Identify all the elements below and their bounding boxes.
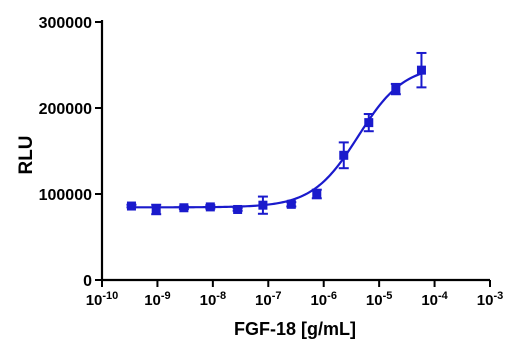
y-tick-label: 0 [83, 273, 92, 290]
data-point [286, 199, 296, 209]
data-point [151, 204, 161, 214]
data-point [179, 203, 189, 213]
data-point [364, 118, 374, 128]
data-point [416, 65, 426, 75]
x-tick-label: 10-10 [86, 290, 119, 309]
x-tick-label: 10-7 [255, 290, 281, 309]
x-tick-label: 10-5 [366, 290, 392, 309]
x-tick-label: 10-6 [310, 290, 336, 309]
data-point [312, 189, 322, 199]
x-tick-label: 10-8 [200, 290, 226, 309]
x-tick-label: 10-3 [477, 290, 503, 309]
y-tick-label: 100000 [39, 187, 92, 204]
data-point [258, 200, 268, 210]
data-point [391, 84, 401, 94]
data-point [233, 204, 243, 214]
data-point [205, 202, 215, 212]
data-point [126, 201, 136, 211]
x-tick-label: 10-4 [421, 290, 448, 309]
fit-curve [131, 72, 422, 209]
plot-area: 0 100000 200000 300000 10-10 10-9 10-8 10-7 10-6… [39, 15, 504, 309]
x-axis-title: FGF-18 [g/mL] [234, 319, 356, 339]
data-point [339, 150, 349, 160]
y-tick-label: 300000 [39, 15, 92, 32]
x-tick-label: 10-9 [144, 290, 170, 309]
y-axis-title: RLU [16, 135, 37, 174]
y-tick-label: 200000 [39, 101, 92, 118]
